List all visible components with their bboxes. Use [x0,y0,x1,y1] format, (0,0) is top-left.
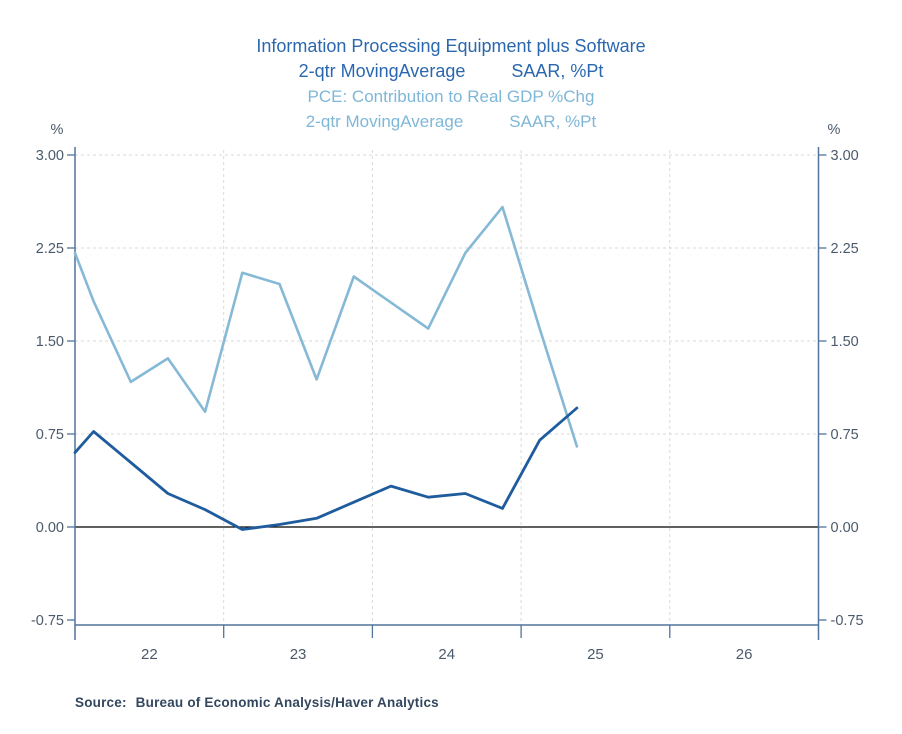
source-label: Source: [75,695,127,710]
left-y-tick-label: -0.75 [31,613,64,629]
axes [74,147,820,640]
right-y-tick-label: 3.00 [831,148,859,164]
title-line-3: PCE: Contribution to Real GDP %Chg [307,87,595,106]
title-line-4: 2-qtr MovingAverage SAAR, %Pt [306,109,596,134]
left-y-tick-label: 0.75 [36,427,64,443]
gridlines [75,150,819,625]
left-y-tick-label: 3.00 [36,148,64,164]
series-line-0 [73,205,579,448]
title-line-2-units: SAAR, %Pt [511,61,604,81]
left-y-tick-label: 2.25 [36,241,64,257]
right-y-tick-label: 0.00 [831,520,859,536]
x-tick-label: 23 [290,646,307,663]
left-axis-unit: % [51,122,64,138]
right-y-tick-label: 1.50 [831,334,859,350]
left-y-tick-label: 0.00 [36,520,64,536]
chart-titles: Information Processing Equipment plus So… [0,34,902,134]
title-line-4-units: SAAR, %Pt [509,112,597,131]
x-tick-label: 25 [587,646,604,663]
left-y-tick-label: 1.50 [36,334,64,350]
axis-ticks [67,154,827,638]
x-tick-label: 26 [736,646,753,663]
title-line-4-label: 2-qtr MovingAverage [305,112,464,131]
title-line-2-label: 2-qtr MovingAverage [298,61,466,81]
right-axis-unit: % [828,122,841,138]
data-series [73,205,579,531]
series-line-1 [73,406,579,531]
title-line-2: 2-qtr MovingAverage SAAR, %Pt [299,59,604,84]
source-text: Bureau of Economic Analysis/Haver Analyt… [135,695,439,710]
right-y-tick-label: 2.25 [831,241,859,257]
x-tick-label: 24 [438,646,455,663]
x-tick-label: 22 [141,646,158,663]
axis-labels: 3.00 3.00 2.25 2.25 1.50 1.50 0.75 0.75 0.00 0.00… [31,122,864,663]
title-line-1: Information Processing Equipment plus So… [256,36,646,56]
source-note: Source: Bureau of Economic Analysis/Have… [75,695,439,710]
right-y-tick-label: -0.75 [831,613,864,629]
right-y-tick-label: 0.75 [831,427,859,443]
